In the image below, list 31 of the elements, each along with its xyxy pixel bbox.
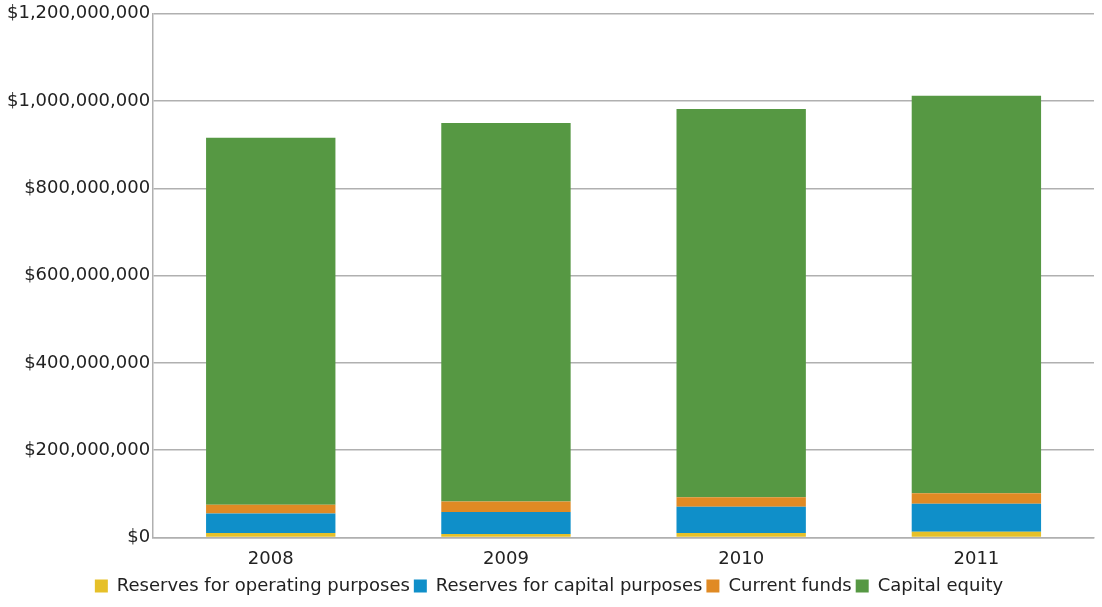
legend-label: Current funds bbox=[728, 573, 852, 595]
y-tick-label: $800,000,000 bbox=[24, 176, 151, 198]
y-tick-label: $1,200,000,000 bbox=[7, 1, 151, 23]
x-tick-label: 2009 bbox=[483, 546, 529, 568]
x-tick-label: 2008 bbox=[247, 546, 294, 568]
bar bbox=[676, 497, 806, 507]
bar bbox=[206, 533, 336, 537]
bar bbox=[441, 122, 571, 502]
y-tick-label: $600,000,000 bbox=[24, 263, 151, 285]
bar bbox=[676, 506, 806, 534]
x-tick-label: 2011 bbox=[953, 546, 1000, 568]
bar bbox=[911, 95, 1042, 494]
y-tick-label: $1,000,000,000 bbox=[7, 88, 151, 110]
bar bbox=[206, 513, 336, 534]
bar bbox=[911, 503, 1042, 532]
legend-label: Reserves for capital purposes bbox=[435, 573, 703, 595]
bar bbox=[911, 531, 1042, 537]
legend-label: Capital equity bbox=[877, 573, 1004, 595]
x-tick-label: 2010 bbox=[718, 546, 765, 568]
bar bbox=[911, 493, 1042, 504]
bar bbox=[441, 501, 571, 513]
y-tick-label: $200,000,000 bbox=[24, 437, 151, 459]
bar bbox=[206, 137, 336, 505]
legend-label: Reserves for operating purposes bbox=[116, 573, 410, 595]
bar bbox=[676, 108, 806, 498]
y-tick-label: $0 bbox=[127, 525, 151, 547]
y-tick-label: $400,000,000 bbox=[24, 350, 151, 372]
bar bbox=[676, 533, 806, 537]
bar bbox=[206, 504, 336, 514]
bar bbox=[441, 512, 571, 534]
bar bbox=[441, 533, 571, 537]
